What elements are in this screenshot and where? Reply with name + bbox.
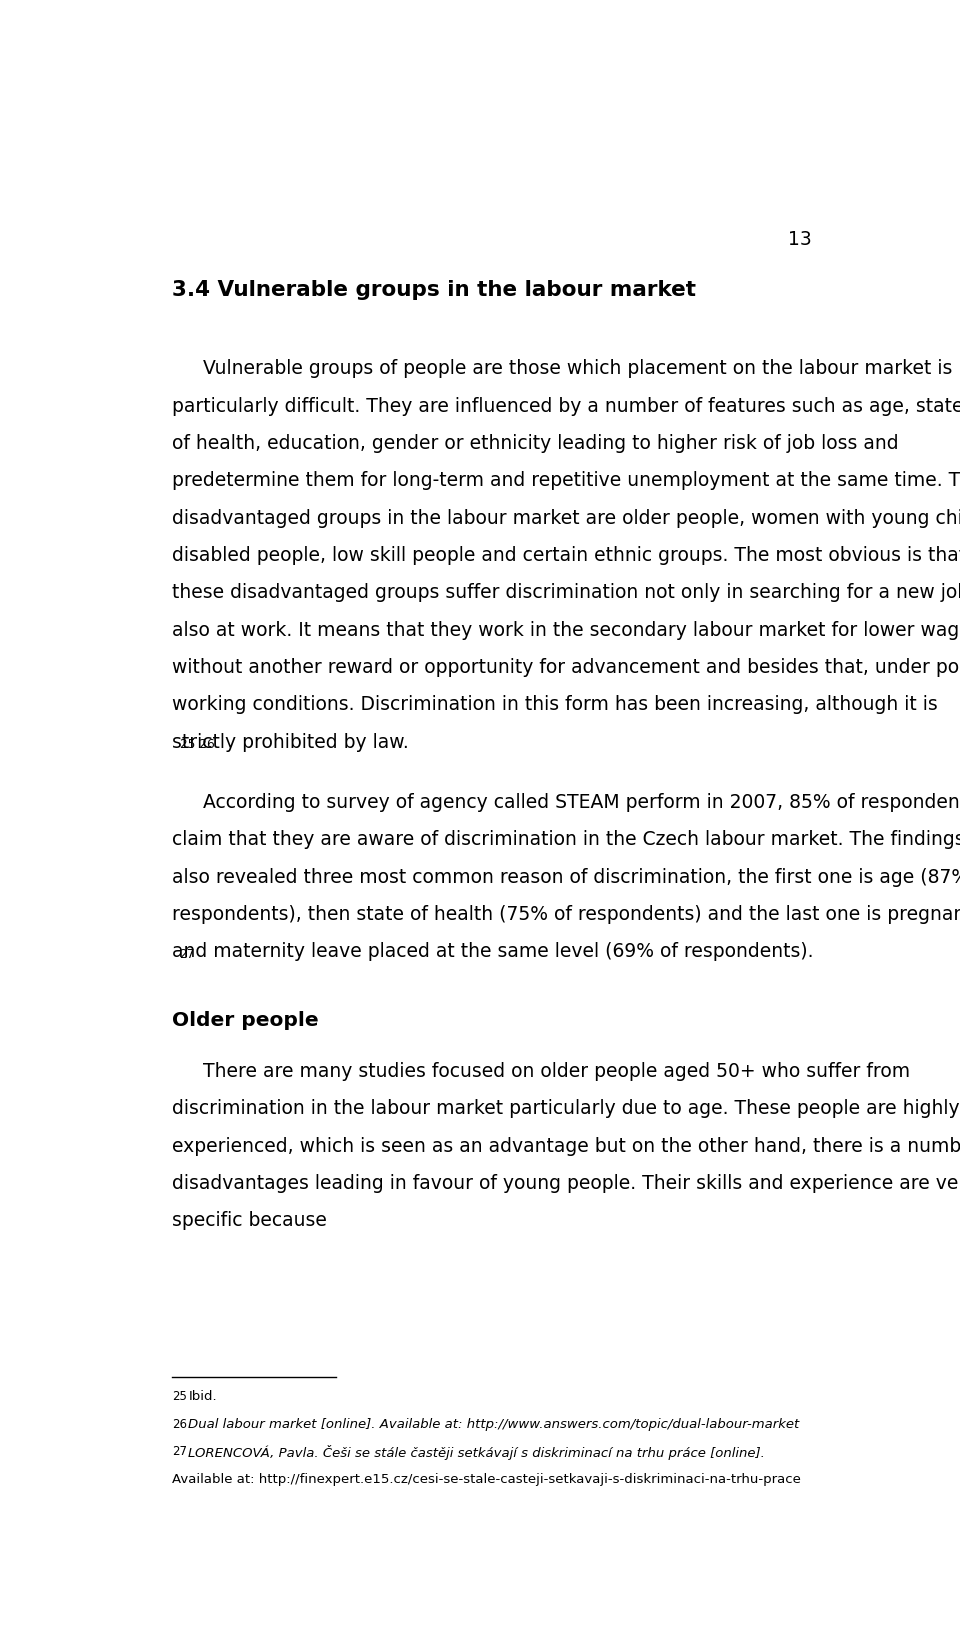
Text: 27: 27 xyxy=(180,949,195,960)
Text: working conditions. Discrimination in this form has been increasing, although it: working conditions. Discrimination in th… xyxy=(172,695,938,715)
Text: disabled people, low skill people and certain ethnic groups. The most obvious is: disabled people, low skill people and ce… xyxy=(172,546,960,566)
Text: 25: 25 xyxy=(172,1389,187,1402)
Text: these disadvantaged groups suffer discrimination not only in searching for a new: these disadvantaged groups suffer discri… xyxy=(172,584,960,602)
Text: Available at: http://finexpert.e15.cz/cesi-se-stale-casteji-setkavaji-s-diskrimi: Available at: http://finexpert.e15.cz/ce… xyxy=(172,1473,801,1486)
Text: disadvantages leading in favour of young people. Their skills and experience are: disadvantages leading in favour of young… xyxy=(172,1174,960,1194)
Text: 13: 13 xyxy=(788,230,812,250)
Text: claim that they are aware of discrimination in the Czech labour market. The find: claim that they are aware of discriminat… xyxy=(172,830,960,850)
Text: of health, education, gender or ethnicity leading to higher risk of job loss and: of health, education, gender or ethnicit… xyxy=(172,434,899,454)
Text: and maternity leave placed at the same level (69% of respondents).: and maternity leave placed at the same l… xyxy=(172,942,813,962)
Text: Older people: Older people xyxy=(172,1011,319,1031)
Text: 3.4 Vulnerable groups in the labour market: 3.4 Vulnerable groups in the labour mark… xyxy=(172,279,696,299)
Text: also at work. It means that they work in the secondary labour market for lower w: also at work. It means that they work in… xyxy=(172,621,960,640)
Text: disadvantaged groups in the labour market are older people, women with young chi: disadvantaged groups in the labour marke… xyxy=(172,508,960,528)
Text: 27: 27 xyxy=(172,1445,187,1458)
Text: strictly prohibited by law.: strictly prohibited by law. xyxy=(172,733,409,751)
Text: also revealed three most common reason of discrimination, the first one is age (: also revealed three most common reason o… xyxy=(172,868,960,886)
Text: predetermine them for long-term and repetitive unemployment at the same time. Th: predetermine them for long-term and repe… xyxy=(172,472,960,490)
Text: 25 26: 25 26 xyxy=(180,738,214,751)
Text: particularly difficult. They are influenced by a number of features such as age,: particularly difficult. They are influen… xyxy=(172,396,960,416)
Text: experienced, which is seen as an advantage but on the other hand, there is a num: experienced, which is seen as an advanta… xyxy=(172,1136,960,1156)
Text: Vulnerable groups of people are those which placement on the labour market is: Vulnerable groups of people are those wh… xyxy=(204,360,952,378)
Text: without another reward or opportunity for advancement and besides that, under po: without another reward or opportunity fo… xyxy=(172,658,960,677)
Text: respondents), then state of health (75% of respondents) and the last one is preg: respondents), then state of health (75% … xyxy=(172,904,960,924)
Text: specific because: specific because xyxy=(172,1212,327,1230)
Text: 26: 26 xyxy=(172,1417,187,1430)
Text: discrimination in the labour market particularly due to age. These people are hi: discrimination in the labour market part… xyxy=(172,1100,960,1118)
Text: Ibid.: Ibid. xyxy=(188,1389,217,1402)
Text: According to survey of agency called STEAM perform in 2007, 85% of respondents: According to survey of agency called STE… xyxy=(204,792,960,812)
Text: Dual labour market [online]. Available at: http://www.answers.com/topic/dual-lab: Dual labour market [online]. Available a… xyxy=(188,1417,800,1430)
Text: LORENCOVÁ, Pavla. Češi se stále častěji setkávají s diskriminací na trhu práce [: LORENCOVÁ, Pavla. Češi se stále častěji … xyxy=(188,1445,765,1460)
Text: There are many studies focused on older people aged 50+ who suffer from: There are many studies focused on older … xyxy=(204,1062,910,1080)
